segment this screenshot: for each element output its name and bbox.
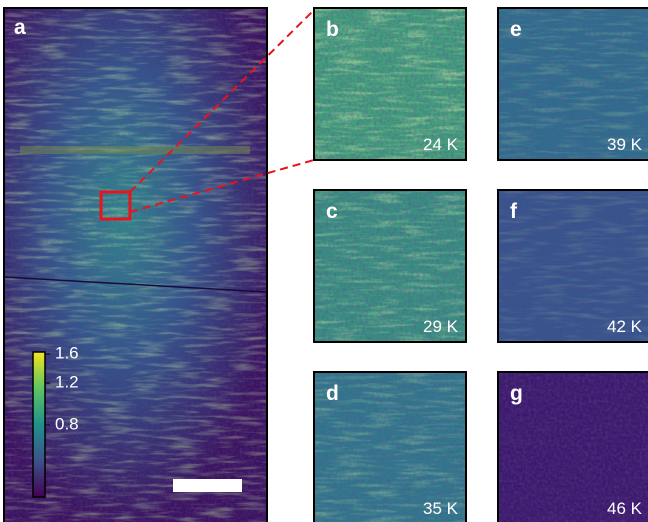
temperature-label: 35 K <box>423 499 459 518</box>
noise-band <box>20 146 250 154</box>
temperature-label: 42 K <box>607 317 643 336</box>
panel-label: d <box>326 382 339 405</box>
panel-label: g <box>510 382 523 405</box>
figure: a 1.6 1.2 0.8 b 24 K c 29 K d 35 K e 39 K f 42 K g 46 K <box>0 0 648 522</box>
colorbar-tick-label: 0.8 <box>55 414 79 433</box>
temperature-label: 46 K <box>607 499 643 518</box>
temperature-label: 24 K <box>423 135 459 154</box>
panel-label: b <box>326 18 339 41</box>
colorbar-tick-label: 1.2 <box>55 372 79 391</box>
panel-label: a <box>14 16 26 39</box>
panel-label: c <box>326 200 338 223</box>
panel-label: e <box>510 18 522 41</box>
page: a 1.6 1.2 0.8 b 24 K c 29 K d 35 K e 39 K f 42 K g 46 K… <box>0 0 648 522</box>
colorbar-tick-label: 1.6 <box>55 343 79 362</box>
colorbar <box>33 352 45 497</box>
temperature-label: 29 K <box>423 317 459 336</box>
panel-label: f <box>510 200 518 223</box>
temperature-label: 39 K <box>607 135 643 154</box>
scale-bar <box>173 479 242 492</box>
